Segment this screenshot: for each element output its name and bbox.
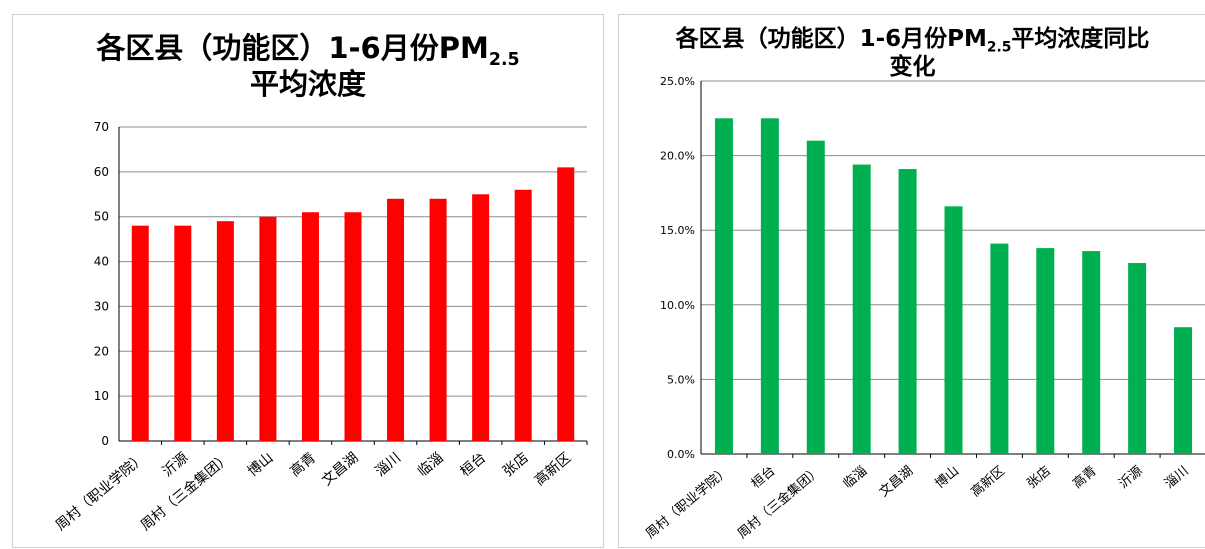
bar bbox=[557, 167, 575, 441]
x-category-label: 周村（职业学院） bbox=[53, 450, 149, 534]
y-tick-label: 10 bbox=[94, 389, 109, 403]
x-category-label: 沂源 bbox=[1116, 464, 1146, 492]
bar bbox=[806, 140, 825, 454]
bar bbox=[174, 225, 192, 441]
chart-left-panel: 各区县（功能区）1-6月份PM2.5 平均浓度 0 10 20 30 40 50 60 70 周… bbox=[12, 14, 604, 548]
x-category-label: 博山 bbox=[933, 464, 963, 492]
bar bbox=[344, 212, 362, 441]
x-category-label: 淄川 bbox=[372, 450, 404, 480]
bar bbox=[714, 118, 733, 455]
bar bbox=[472, 194, 490, 441]
bar bbox=[387, 198, 405, 441]
x-category-label: 高青 bbox=[1070, 463, 1100, 492]
x-category-label: 高青 bbox=[287, 449, 319, 480]
bar bbox=[1128, 263, 1147, 454]
chart-right-title-main: 各区县（功能区）1-6月份PM bbox=[675, 26, 987, 52]
chart-right-title-tail: 平均浓度同比 bbox=[1011, 26, 1150, 52]
x-category-label: 博山 bbox=[244, 449, 276, 480]
bar bbox=[760, 118, 779, 455]
bar bbox=[898, 169, 917, 454]
bar bbox=[259, 216, 277, 441]
chart-left-title-main: 各区县（功能区）1-6月份PM bbox=[96, 31, 489, 65]
bar bbox=[131, 225, 149, 441]
y-tick-label: 5.0% bbox=[667, 373, 695, 386]
y-tick-label: 20.0% bbox=[660, 150, 695, 163]
bar bbox=[429, 198, 447, 441]
x-category-label: 张店 bbox=[500, 450, 532, 480]
x-category-label: 张店 bbox=[1024, 464, 1054, 492]
y-tick-label: 0 bbox=[101, 434, 109, 448]
chart-right-title-sub: 2.5 bbox=[986, 39, 1012, 56]
bar bbox=[1036, 248, 1055, 454]
chart-left-title-line2: 平均浓度 bbox=[249, 67, 366, 102]
bar bbox=[301, 212, 319, 441]
x-category-label: 桓台 bbox=[749, 464, 779, 492]
y-tick-label: 15.0% bbox=[660, 224, 695, 237]
bar bbox=[514, 189, 532, 441]
y-tick-label: 50 bbox=[94, 210, 109, 224]
y-tick-label: 20 bbox=[94, 344, 109, 358]
x-category-label: 文昌湖 bbox=[877, 464, 917, 501]
chart-left-title: 各区县（功能区）1-6月份PM2.5 平均浓度 bbox=[13, 33, 603, 100]
bar bbox=[1082, 251, 1101, 454]
y-tick-label: 0.0% bbox=[667, 448, 695, 461]
x-category-label: 周村（职业学院） bbox=[643, 463, 733, 542]
x-category-label: 高新区 bbox=[968, 463, 1008, 500]
y-tick-label: 70 bbox=[94, 120, 109, 134]
bar bbox=[1174, 327, 1193, 454]
bar bbox=[852, 164, 871, 454]
chart-left-title-sub: 2.5 bbox=[488, 49, 520, 70]
y-tick-label: 10.0% bbox=[660, 299, 695, 312]
x-category-label: 临淄 bbox=[841, 464, 871, 492]
chart-right-panel: 各区县（功能区）1-6月份PM2.5平均浓度同比 变化 0.0% 5.0% 10.0… bbox=[618, 14, 1205, 548]
chart-right-title: 各区县（功能区）1-6月份PM2.5平均浓度同比 变化 bbox=[619, 27, 1205, 79]
chart-right-plot: 0.0% 5.0% 10.0% 15.0% 20.0% 25.0% 周村（职业学院） 桓台周村… bbox=[643, 75, 1205, 542]
y-tick-label: 60 bbox=[94, 165, 109, 179]
chart-right-title-line2: 变化 bbox=[889, 54, 936, 81]
y-tick-label: 25.0% bbox=[660, 75, 695, 88]
x-category-label: 文昌湖 bbox=[319, 450, 361, 489]
x-category-label: 沂源 bbox=[160, 450, 192, 480]
x-category-label: 淄川 bbox=[1162, 464, 1192, 492]
x-category-label: 桓台 bbox=[457, 450, 489, 480]
bar bbox=[990, 243, 1009, 454]
x-category-label: 周村（三金集团） bbox=[734, 463, 824, 542]
y-tick-label: 40 bbox=[94, 255, 109, 269]
x-category-label: 临淄 bbox=[415, 450, 447, 480]
bar bbox=[944, 206, 963, 454]
bar bbox=[216, 221, 234, 441]
x-category-label: 高新区 bbox=[531, 449, 574, 489]
y-tick-label: 30 bbox=[94, 299, 109, 313]
